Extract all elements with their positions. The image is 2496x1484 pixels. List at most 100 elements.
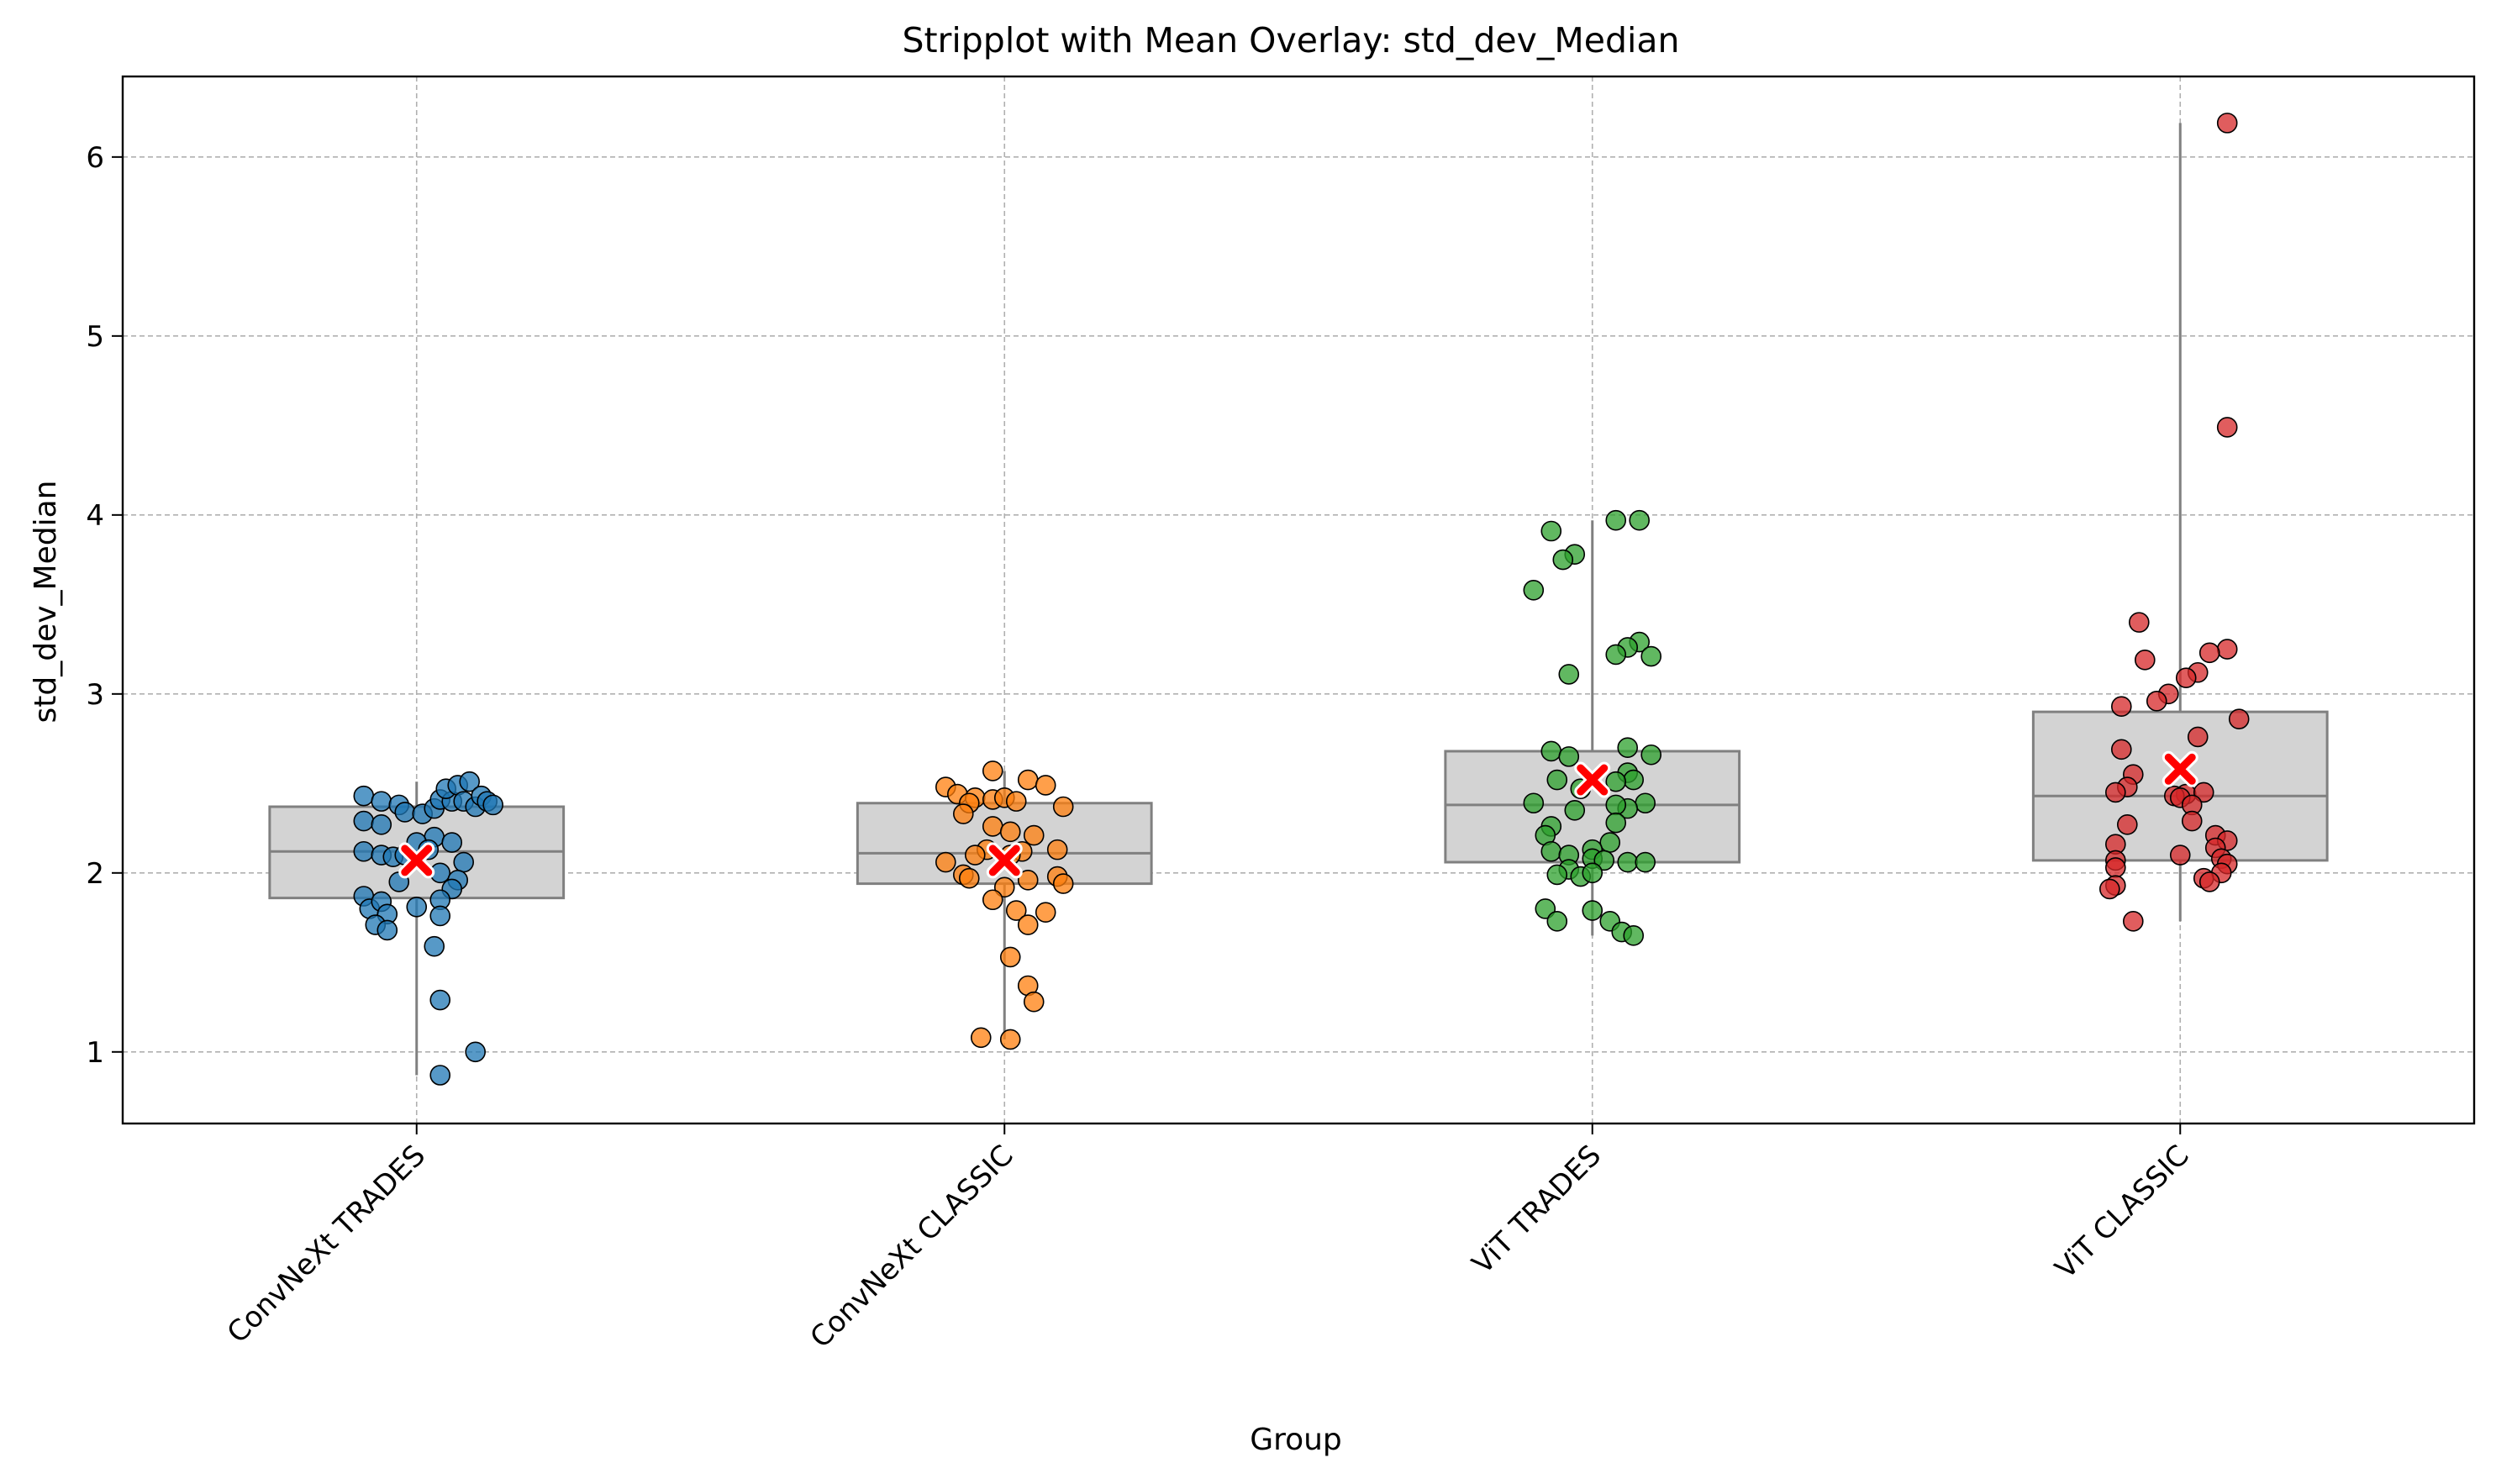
data-point [1640, 744, 1661, 766]
data-point [1540, 840, 1562, 862]
mean-marker [401, 845, 433, 876]
data-point [2175, 667, 2197, 688]
data-point [1605, 794, 1627, 816]
data-point [1582, 862, 1603, 884]
data-point [2198, 642, 2220, 664]
data-point [982, 760, 1003, 781]
data-point [1605, 812, 1627, 834]
data-point [958, 867, 980, 889]
data-point [371, 791, 392, 812]
data-point [1052, 796, 1074, 818]
data-point [2216, 113, 2238, 134]
data-point [1605, 509, 1627, 531]
data-point [1552, 549, 1574, 571]
data-point [2128, 612, 2150, 633]
mean-layer [398, 750, 2198, 879]
plot-frame [121, 75, 2476, 1125]
data-point [2099, 878, 2120, 900]
data-point [1005, 900, 1027, 921]
data-point [1564, 799, 1586, 821]
y-tick-label: 1 [86, 1036, 104, 1070]
data-point [1546, 864, 1568, 886]
data-point [1623, 925, 1645, 946]
data-point [1052, 873, 1074, 894]
data-point [1540, 520, 1562, 542]
chart-title: Stripplot with Mean Overlay: std_dev_Med… [902, 20, 1679, 61]
data-point [2111, 696, 2132, 718]
data-point [1005, 791, 1027, 812]
y-tick-label: 5 [86, 320, 104, 354]
data-point [2134, 650, 2156, 671]
y-tick-label: 6 [86, 141, 104, 175]
data-point [371, 814, 392, 835]
data-point [453, 851, 475, 873]
data-point [2105, 857, 2126, 878]
data-point [2111, 739, 2132, 760]
data-point [2216, 417, 2238, 438]
data-point [1623, 769, 1645, 791]
data-point [353, 810, 375, 832]
data-point [2169, 845, 2191, 866]
data-point [1605, 644, 1627, 666]
y-axis-label: std_dev_Median [29, 481, 63, 724]
data-point [1617, 737, 1639, 759]
y-axis: 1 2 3 4 5 6 [86, 141, 123, 1070]
data-point [1035, 902, 1056, 923]
data-point [2187, 726, 2209, 748]
data-point [2228, 708, 2250, 729]
data-point [2146, 691, 2167, 712]
data-point [1558, 664, 1580, 685]
data-point [952, 803, 974, 824]
data-point [993, 876, 1015, 898]
data-point [1017, 914, 1039, 935]
data-point [377, 919, 398, 941]
data-point [424, 935, 445, 957]
data-point [982, 816, 1003, 837]
data-point [1523, 792, 1545, 814]
data-point [935, 851, 956, 873]
data-point [999, 946, 1021, 968]
box [856, 802, 1153, 886]
data-point [1635, 792, 1656, 814]
x-axis-label: Group [1250, 1423, 1342, 1457]
data-point [999, 1029, 1021, 1050]
data-point [970, 1027, 992, 1049]
data-point [1629, 509, 1651, 531]
data-point [1017, 870, 1039, 891]
data-point [1523, 579, 1545, 601]
data-point [429, 1065, 451, 1086]
data-point [1593, 850, 1615, 871]
data-point [406, 896, 428, 918]
data-point [1035, 775, 1056, 796]
data-point [964, 845, 986, 866]
data-point [429, 989, 451, 1011]
data-point [1599, 832, 1621, 853]
point-layer [353, 113, 2250, 1086]
data-point [1535, 898, 1556, 919]
data-point [1617, 851, 1639, 873]
data-point [482, 794, 503, 816]
data-point [429, 905, 451, 927]
data-point [394, 802, 416, 823]
data-point [1046, 839, 1068, 860]
data-point [1582, 900, 1603, 921]
data-point [2198, 871, 2220, 892]
data-point [353, 785, 375, 807]
y-tick-label: 4 [86, 499, 104, 533]
data-point [441, 832, 463, 853]
mean-marker [988, 845, 1020, 876]
y-tick-label: 2 [86, 857, 104, 891]
data-point [1635, 851, 1656, 873]
data-point [465, 1041, 487, 1063]
data-point [2193, 781, 2214, 803]
y-tick-label: 3 [86, 678, 104, 712]
data-point [2181, 810, 2203, 832]
data-point [1023, 991, 1045, 1013]
data-point [1017, 769, 1039, 791]
data-point [2122, 911, 2144, 932]
data-point [1640, 645, 1661, 667]
data-point [982, 889, 1003, 911]
data-point [1546, 911, 1568, 932]
data-point [1605, 771, 1627, 792]
